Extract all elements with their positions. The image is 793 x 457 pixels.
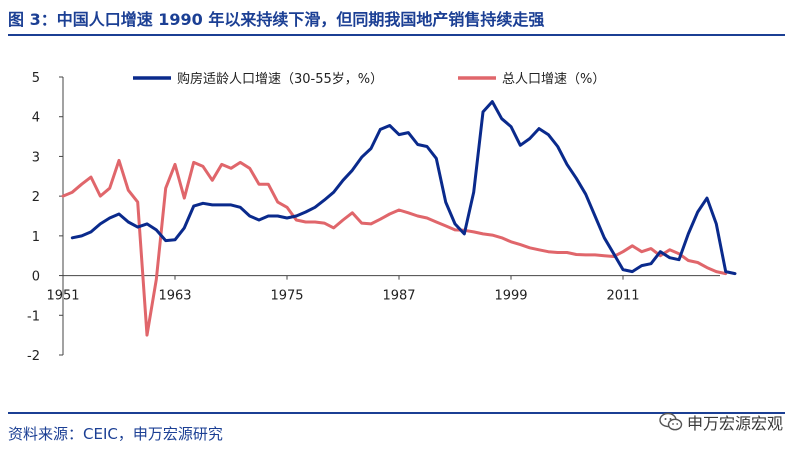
series-line-total bbox=[61, 158, 728, 337]
title-rule bbox=[8, 34, 785, 36]
y-tick-label: -2 bbox=[27, 349, 40, 364]
y-tick-label: 4 bbox=[32, 111, 40, 126]
wechat-icon bbox=[659, 412, 683, 431]
line-chart: -2 -1 0 1 2 3 4 5 1951 1963 1975 1987 1999 2011 购房适龄人口… bbox=[27, 71, 737, 364]
y-tick-label: 5 bbox=[32, 71, 40, 86]
y-tick-label: -1 bbox=[27, 309, 40, 324]
y-tick-label: 3 bbox=[32, 150, 40, 165]
footer-rule bbox=[8, 412, 785, 414]
x-tick-label: 1975 bbox=[270, 289, 303, 304]
watermark-text: 申万宏源宏观 bbox=[686, 414, 783, 433]
legend-item-working-age-label: 购房适龄人口增速（30-55岁，%） bbox=[177, 71, 383, 87]
y-tick-label: 1 bbox=[32, 230, 40, 245]
x-tick-label: 1951 bbox=[46, 289, 79, 304]
legend-item-total-label: 总人口增速（%） bbox=[502, 72, 605, 87]
watermark: 申万宏源宏观 bbox=[659, 410, 783, 434]
y-tick-label: 2 bbox=[32, 190, 40, 205]
source-note: 资料来源：CEIC，申万宏源研究 bbox=[8, 425, 223, 443]
chart-title: 图 3：中国人口增速 1990 年以来持续下滑，但同期我国地产销售持续走强 bbox=[8, 10, 545, 29]
x-tick-label: 1987 bbox=[382, 289, 415, 304]
x-tick-label: 1999 bbox=[494, 289, 527, 304]
x-tick-label: 1963 bbox=[158, 289, 191, 304]
series-line-working-age bbox=[70, 100, 737, 276]
y-tick-label: 0 bbox=[32, 270, 40, 285]
x-tick-label: 2011 bbox=[606, 289, 639, 304]
